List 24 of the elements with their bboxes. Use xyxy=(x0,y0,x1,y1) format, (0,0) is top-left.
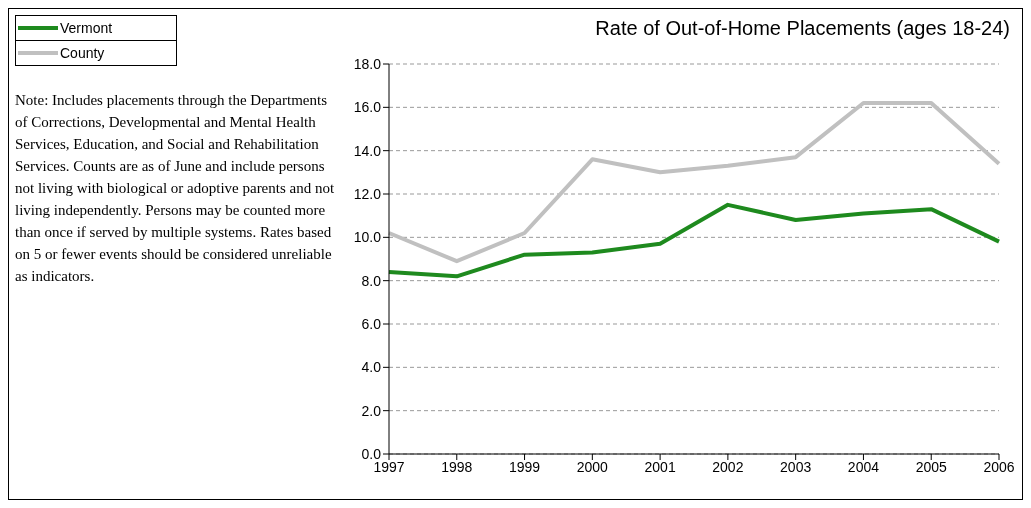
x-tick-label: 2005 xyxy=(915,458,947,475)
x-tick-label: 2006 xyxy=(983,458,1015,475)
y-tick-label: 16.0 xyxy=(353,99,382,116)
y-tick-label: 10.0 xyxy=(353,229,382,246)
y-tick-label: 18.0 xyxy=(353,55,382,72)
chart-title: Rate of Out-of-Home Placements (ages 18-24) xyxy=(595,17,1010,40)
y-tick-label: 2.0 xyxy=(361,402,382,419)
y-tick-label: 6.0 xyxy=(361,315,382,332)
legend-label: Vermont xyxy=(60,20,113,36)
y-tick-label: 8.0 xyxy=(361,272,382,289)
x-tick-label: 2000 xyxy=(576,458,609,475)
text: Note: Includes placements through the Departments of Corrections, Developmental and Mental Health Services, Education, and Social and Rehabilitation Services. Counts are as of June and include persons not living with biological or adoptive parents and not living independently. Persons may be counted more than once if served by multiple systems. Rates based on 5 or fewer events should be considered unreliable as indicators. xyxy=(15,92,335,284)
y-tick-label: 12.0 xyxy=(353,185,382,202)
line-series xyxy=(387,101,1001,264)
legend-label: County xyxy=(60,45,105,61)
y-tick-label: 4.0 xyxy=(361,359,382,376)
x-tick-label: 2001 xyxy=(644,458,676,475)
x-tick-label: 2002 xyxy=(712,458,744,475)
line-series xyxy=(387,202,1001,279)
y-tick-label: 14.0 xyxy=(353,142,382,159)
x-tick-label: 2003 xyxy=(780,458,812,475)
x-tick-label: 1998 xyxy=(441,458,473,475)
x-tick-label: 1999 xyxy=(508,458,541,475)
x-tick-label: 2004 xyxy=(847,458,880,475)
